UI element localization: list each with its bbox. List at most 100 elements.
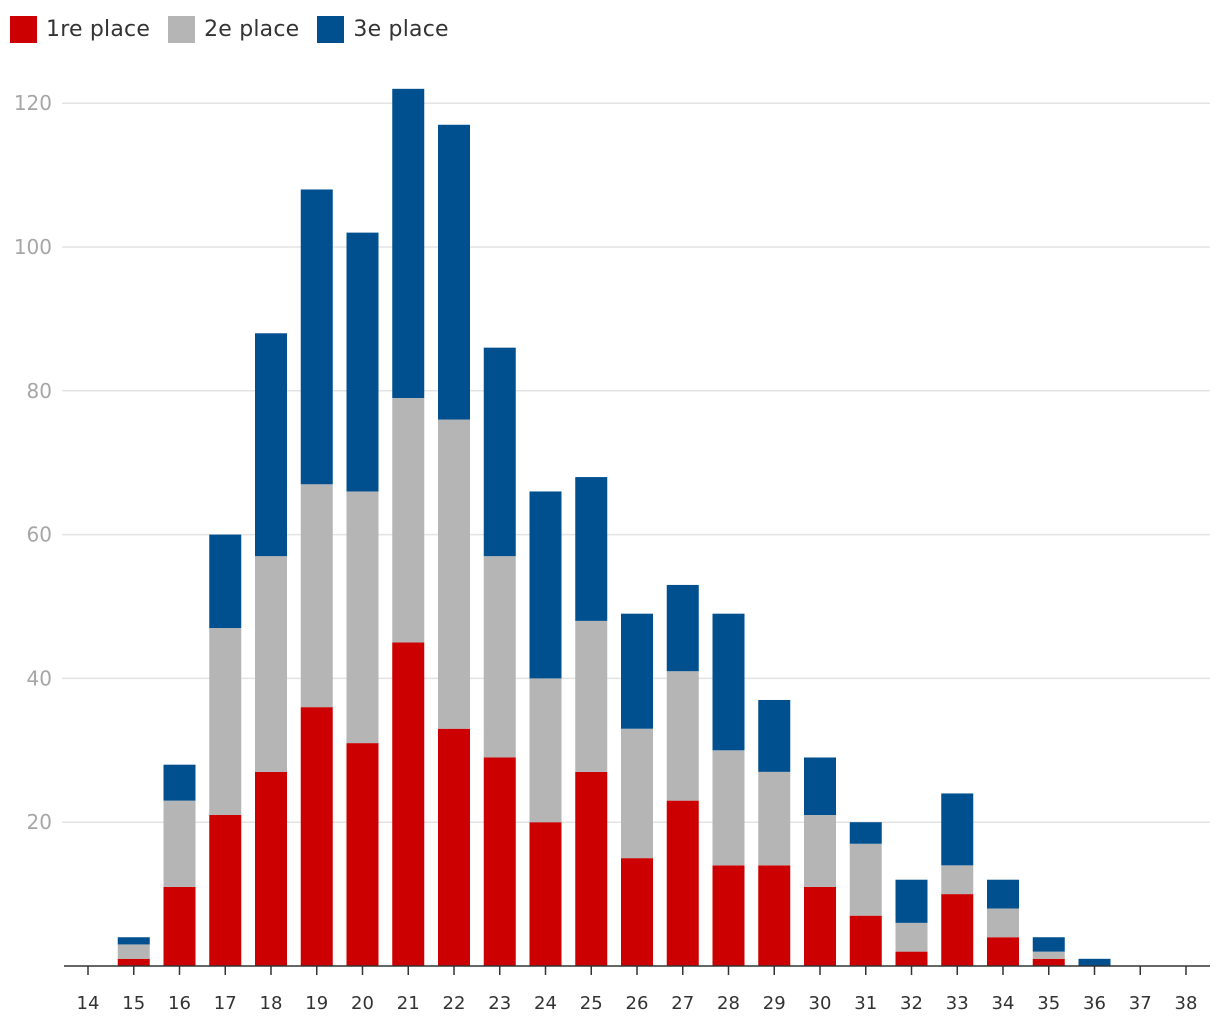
- bar-segment[interactable]: 1re place 31: 7: [849, 915, 882, 966]
- x-tick-label: 29: [763, 993, 786, 1014]
- bar-segment[interactable]: 3e place 17: 13: [209, 534, 242, 629]
- legend-item-3e-place[interactable]: 3e place: [317, 15, 449, 43]
- bar-segment[interactable]: 2e place 30: 10: [804, 815, 836, 887]
- bars: 1re place 15: 12e place 15: 23e place 15…: [117, 88, 1111, 966]
- x-tick-label: 22: [443, 993, 466, 1014]
- bar-segment[interactable]: 2e place 35: 1: [1032, 951, 1065, 959]
- bar-segment[interactable]: 2e place 15: 2: [117, 944, 150, 959]
- bar-segment[interactable]: 1re place 33: 10: [941, 894, 974, 966]
- bar-segment[interactable]: 3e place 27: 12: [666, 584, 699, 672]
- bar-segment[interactable]: 1re place 20: 31: [346, 743, 379, 966]
- bar-segment[interactable]: 1re place 22: 33: [438, 728, 470, 966]
- bar-segment[interactable]: 2e place 32: 4: [895, 922, 928, 952]
- bar-segment[interactable]: 3e place 30: 8: [804, 757, 836, 816]
- x-tick-label: 18: [260, 993, 283, 1014]
- bar-segment[interactable]: 1re place 21: 45: [392, 642, 425, 966]
- bar-segment[interactable]: 2e place 23: 28: [483, 556, 516, 758]
- bar-segment[interactable]: 3e place 23: 29: [483, 347, 516, 557]
- bar-segment[interactable]: 1re place 32: 2: [895, 951, 928, 966]
- legend-item-1re-place[interactable]: 1re place: [10, 15, 151, 43]
- bar-segment[interactable]: 2e place 29: 13: [758, 771, 791, 866]
- bar-segment[interactable]: 3e place 25: 20: [575, 477, 608, 621]
- legend-swatch-3e-place: [317, 15, 345, 43]
- bar-segment[interactable]: 2e place 17: 26: [209, 628, 242, 816]
- bar-segment[interactable]: 2e place 28: 16: [712, 750, 745, 866]
- y-tick-label: 120: [14, 91, 52, 115]
- bar-segment[interactable]: 1re place 16: 11: [163, 886, 196, 966]
- bar-segment[interactable]: 2e place 34: 4: [987, 908, 1019, 938]
- x-tick-label: 21: [397, 993, 420, 1014]
- bar-segment[interactable]: 3e place 16: 5: [163, 764, 196, 801]
- bar-segment[interactable]: 2e place 20: 35: [346, 491, 379, 744]
- x-tick-label: 26: [626, 993, 649, 1014]
- bar-segment[interactable]: 3e place 32: 6: [895, 879, 928, 923]
- x-tick-label: 30: [809, 993, 832, 1014]
- bar-segment[interactable]: 3e place 31: 3: [849, 822, 882, 844]
- bar-segment[interactable]: 1re place 27: 23: [666, 800, 699, 966]
- x-tick-label: 28: [717, 993, 740, 1014]
- legend-item-2e-place[interactable]: 2e place: [168, 15, 299, 43]
- bar-segment[interactable]: 1re place 25: 27: [575, 771, 608, 966]
- bar-segment[interactable]: 1re place 30: 11: [804, 886, 836, 966]
- x-tick-label: 33: [946, 993, 969, 1014]
- x-tick-label: 34: [992, 993, 1015, 1014]
- bar-segment[interactable]: 2e place 25: 21: [575, 620, 608, 772]
- bar-segment[interactable]: 1re place 35: 1: [1032, 958, 1065, 966]
- bar-segment[interactable]: 2e place 26: 18: [621, 728, 653, 859]
- x-tick-label: 16: [168, 993, 191, 1014]
- bar-segment[interactable]: 1re place 15: 1: [117, 958, 150, 966]
- bar-segment[interactable]: 2e place 18: 30: [255, 556, 287, 772]
- bar-segment[interactable]: 1re place 17: 21: [209, 815, 242, 966]
- bar-segment[interactable]: 3e place 18: 31: [255, 333, 287, 557]
- bar-segment[interactable]: 3e place 24: 26: [529, 491, 562, 679]
- x-tick-label: 37: [1129, 993, 1152, 1014]
- bar-segment[interactable]: 1re place 26: 15: [621, 858, 653, 966]
- bar-segment[interactable]: 1re place 24: 20: [529, 822, 562, 966]
- bar-segment[interactable]: 2e place 24: 20: [529, 678, 562, 823]
- bar-segment[interactable]: 3e place 26: 16: [621, 613, 653, 729]
- x-tick-label: 25: [580, 993, 603, 1014]
- y-tick-label: 80: [27, 379, 52, 403]
- bar-segment[interactable]: 3e place 29: 10: [758, 699, 791, 772]
- bar-segment[interactable]: 3e place 19: 41: [300, 189, 333, 485]
- bar-segment[interactable]: 2e place 19: 31: [300, 484, 333, 708]
- legend-swatch-1re-place: [10, 15, 37, 43]
- bar-segment[interactable]: 2e place 16: 12: [163, 800, 196, 887]
- y-axis-labels: 20 40 60 80 100 120: [14, 91, 52, 834]
- x-tick-label: 19: [305, 993, 328, 1014]
- bar-segment[interactable]: 3e place 15: 1: [117, 937, 150, 945]
- bar-segment[interactable]: 3e place 35: 2: [1032, 937, 1065, 952]
- x-tick-label: 38: [1175, 993, 1198, 1014]
- bar-segment[interactable]: 2e place 33: 4: [941, 865, 974, 895]
- bar-segment[interactable]: 3e place 22: 41: [438, 124, 470, 420]
- bar-segment[interactable]: 3e place 21: 43: [392, 88, 425, 398]
- bar-segment[interactable]: 3e place 36: 1: [1078, 958, 1111, 966]
- legend-label-1re-place: 1re place: [46, 16, 151, 42]
- grid-lines: [62, 102, 1210, 823]
- y-tick-label: 60: [27, 523, 52, 547]
- x-tick-label: 14: [77, 993, 100, 1014]
- x-tick-label: 36: [1083, 993, 1106, 1014]
- x-tick-label: 20: [351, 993, 374, 1014]
- bar-segment[interactable]: 1re place 29: 14: [758, 865, 791, 966]
- legend-swatch-2e-place: [168, 15, 196, 43]
- bar-segment[interactable]: 3e place 20: 36: [346, 232, 379, 492]
- bar-segment[interactable]: 2e place 27: 18: [666, 671, 699, 801]
- bar-segment[interactable]: 2e place 22: 43: [438, 419, 470, 729]
- bar-segment[interactable]: 1re place 34: 4: [987, 937, 1019, 966]
- bar-segment[interactable]: 1re place 19: 36: [300, 707, 333, 966]
- bar-segment[interactable]: 1re place 23: 29: [483, 757, 516, 966]
- bar-segment[interactable]: 1re place 28: 14: [712, 865, 745, 966]
- bar-segment[interactable]: 3e place 28: 19: [712, 613, 745, 751]
- x-tick-label: 27: [671, 993, 694, 1014]
- y-tick-label: 100: [14, 235, 52, 259]
- bar-segment[interactable]: 3e place 33: 10: [941, 793, 974, 866]
- bar-segment[interactable]: 2e place 21: 34: [392, 397, 425, 643]
- x-tick-label: 15: [122, 993, 145, 1014]
- bar-segment[interactable]: 2e place 31: 10: [849, 843, 882, 916]
- bar-segment[interactable]: 3e place 34: 4: [987, 879, 1019, 909]
- bar-segment[interactable]: 1re place 18: 27: [255, 771, 287, 966]
- y-tick-label: 20: [27, 810, 52, 834]
- legend-label-3e-place: 3e place: [353, 16, 449, 42]
